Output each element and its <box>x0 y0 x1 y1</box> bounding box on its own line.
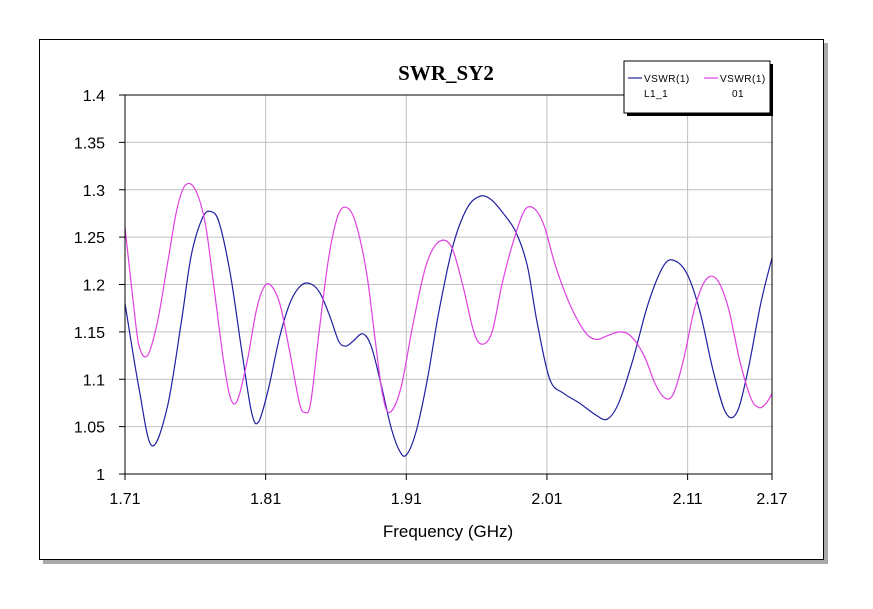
y-tick-label: 1.2 <box>83 278 105 295</box>
legend-box <box>623 60 771 114</box>
legend-label-2: VSWR(1) <box>720 74 766 85</box>
series-line-1 <box>125 195 772 457</box>
y-tick-label: 1.35 <box>74 135 105 152</box>
x-tick-label: 1.81 <box>250 491 281 508</box>
x-axis-label: Frequency (GHz) <box>383 522 513 541</box>
chart-frame: SWR_SY2 1.71 1.81 1.91 2.01 2.11 2.17 1 1.05 1.… <box>39 39 824 560</box>
legend-sublabel-2: 01 <box>732 89 744 100</box>
legend-sublabel-1: L1_1 <box>644 89 668 100</box>
y-tick-label: 1 <box>96 467 105 484</box>
x-tick-label: 1.71 <box>109 491 140 508</box>
series-line-2 <box>125 182 772 414</box>
y-tick-label: 1.4 <box>83 88 105 105</box>
vswr-chart: SWR_SY2 1.71 1.81 1.91 2.01 2.11 2.17 1 1.05 1.… <box>74 60 788 541</box>
y-tick-label: 1.3 <box>83 183 105 200</box>
series-curves <box>125 182 772 457</box>
legend-label-1: VSWR(1) <box>644 74 690 85</box>
y-tick-label: 1.1 <box>83 372 105 389</box>
x-tick-label: 2.11 <box>673 491 703 508</box>
legend: VSWR(1) L1_1 VSWR(1) 01 <box>623 60 773 116</box>
x-tick-label: 2.17 <box>756 491 787 508</box>
grid <box>124 94 773 475</box>
y-tick-label: 1.05 <box>74 420 105 437</box>
x-tick-label: 2.01 <box>531 491 562 508</box>
chart-title: SWR_SY2 <box>398 61 494 85</box>
y-axis-ticks: 1 1.05 1.1 1.15 1.2 1.25 1.3 1.35 1.4 <box>74 88 125 484</box>
x-tick-label: 1.91 <box>391 491 422 508</box>
y-tick-label: 1.25 <box>74 230 105 247</box>
x-axis-ticks: 1.71 1.81 1.91 2.01 2.11 2.17 <box>109 474 788 508</box>
y-tick-label: 1.15 <box>74 325 105 342</box>
